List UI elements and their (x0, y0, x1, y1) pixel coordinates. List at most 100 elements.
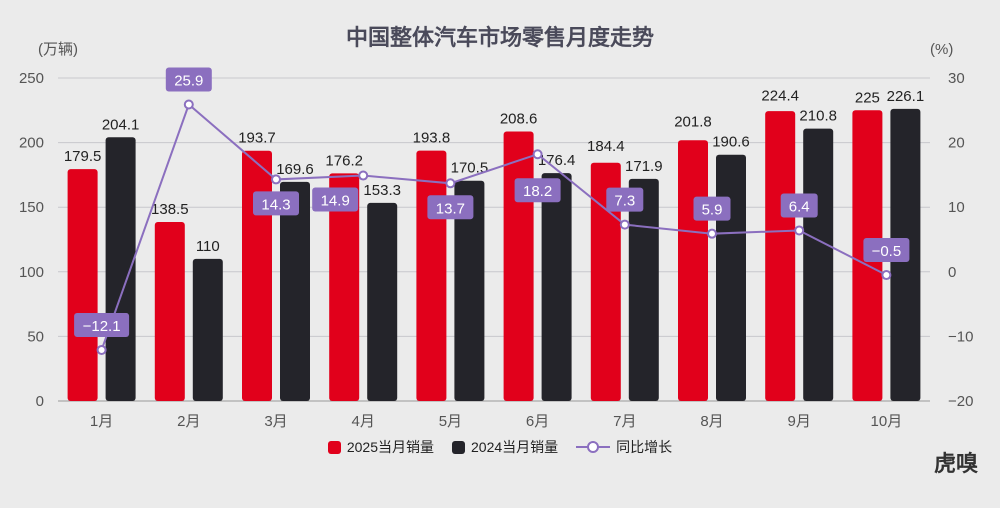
y-tick-right: −20 (948, 393, 973, 410)
yoy-label-bg (693, 196, 731, 221)
y-tick-left: 150 (19, 199, 44, 216)
bar-data-label: 190.6 (712, 134, 750, 151)
yoy-point (96, 344, 107, 355)
bar-data-label: 171.9 (625, 158, 663, 175)
legend-label: 2024当月销量 (471, 439, 559, 455)
legend-item-yoy[interactable]: 同比增长 (576, 437, 672, 457)
x-tick-label: 7月 (613, 413, 636, 430)
yoy-data-label: −0.5 (872, 243, 902, 260)
bar-2024 (367, 202, 398, 401)
yoy-data-label: −12.1 (83, 318, 121, 335)
y-axis-right-label: (%) (930, 41, 953, 58)
bar-data-label: 226.1 (887, 88, 925, 105)
legend-label: 同比增长 (616, 439, 673, 455)
bar-2025 (154, 222, 185, 401)
yoy-point (707, 228, 717, 239)
yoy-point (271, 174, 281, 185)
yoy-data-label: 14.9 (321, 193, 350, 210)
chart-title: 中国整体汽车市场零售月度走势 (345, 26, 654, 51)
bar-data-label: 176.4 (538, 152, 576, 169)
legend-item-2024[interactable]: 2024当月销量 (452, 437, 558, 457)
bar-2025 (678, 140, 708, 401)
bar-2025 (590, 162, 621, 401)
y-tick-left: 100 (19, 264, 44, 281)
yoy-label-bg (780, 193, 818, 218)
bar-data-label: 179.5 (64, 148, 102, 165)
y-axis-left-label: (万辆) (38, 41, 78, 58)
x-tick-label: 8月 (700, 413, 723, 430)
yoy-label-bg (253, 191, 299, 216)
x-tick-label: 1月 (90, 413, 113, 430)
bar-data-label: 225 (855, 89, 880, 106)
yoy-point (794, 225, 805, 236)
bar-data-label: 176.2 (325, 152, 363, 169)
yoy-data-label: 5.9 (702, 202, 723, 219)
bar-2025 (765, 111, 796, 402)
yoy-label-bg (312, 187, 359, 212)
x-tick-label: 3月 (264, 413, 287, 430)
legend-line-marker (576, 441, 611, 453)
bar-data-label: 184.4 (587, 138, 625, 155)
bar-data-label: 170.5 (451, 160, 489, 177)
yoy-point (445, 178, 456, 189)
yoy-data-label: 6.4 (789, 198, 810, 215)
legend: 2025当月销量 2024当月销量 同比增长 (0, 437, 1000, 457)
y-tick-left: 200 (19, 135, 44, 152)
bar-2024 (192, 258, 223, 401)
bar-data-label: 204.1 (102, 116, 140, 133)
x-tick-label: 9月 (788, 413, 811, 430)
bar-2024 (454, 180, 485, 401)
yoy-label-bg (863, 238, 910, 263)
bar-data-label: 193.7 (238, 130, 276, 147)
bar-2024 (803, 128, 834, 401)
bar-2025 (67, 169, 98, 401)
yoy-data-label: 14.3 (261, 196, 290, 213)
legend-swatch (327, 440, 341, 454)
bar-data-label: 193.8 (413, 130, 451, 147)
x-tick-label: 5月 (439, 413, 462, 430)
legend-swatch (452, 440, 465, 454)
yoy-point (358, 170, 369, 181)
yoy-data-label: 25.9 (174, 72, 203, 89)
yoy-point (183, 99, 194, 110)
y-tick-right: 0 (948, 264, 956, 281)
bar-2024 (628, 178, 659, 401)
bar-data-label: 210.8 (799, 108, 837, 125)
y-tick-right: 20 (948, 135, 965, 152)
yoy-label-bg (165, 67, 212, 92)
x-tick-label: 2月 (177, 413, 200, 430)
bar-data-label: 169.6 (276, 161, 314, 178)
bar-2024 (280, 181, 310, 401)
logo: 虎嗅 (933, 451, 978, 477)
yoy-data-label: 18.2 (523, 183, 552, 200)
yoy-data-label: 7.3 (614, 193, 635, 210)
yoy-label-bg (514, 178, 561, 203)
x-tick-label: 6月 (526, 413, 549, 430)
bar-data-label: 138.5 (151, 201, 189, 218)
y-tick-right: 30 (948, 70, 965, 87)
yoy-point (532, 149, 543, 160)
bar-data-label: 153.3 (363, 182, 401, 199)
bar-data-label: 224.4 (761, 88, 799, 105)
bar-2025 (503, 131, 534, 401)
legend-item-2025[interactable]: 2025当月销量 (327, 437, 434, 457)
y-tick-right: −10 (948, 328, 973, 345)
yoy-label-bg (427, 195, 474, 220)
legend-label: 2025当月销量 (346, 439, 434, 455)
yoy-label-bg (74, 312, 130, 337)
yoy-data-label: 13.7 (436, 200, 465, 217)
y-tick-right: 10 (948, 199, 965, 216)
bar-2024 (541, 173, 572, 401)
y-tick-left: 0 (36, 393, 44, 410)
yoy-line (100, 102, 887, 351)
x-tick-label: 10月 (871, 413, 903, 430)
yoy-point (881, 270, 892, 281)
x-tick-label: 4月 (352, 413, 375, 430)
yoy-point (619, 219, 630, 230)
bar-data-label: 201.8 (674, 114, 712, 131)
y-tick-left: 250 (19, 70, 44, 87)
bar-data-label: 208.6 (500, 110, 538, 127)
bar-data-label: 110 (196, 238, 220, 255)
